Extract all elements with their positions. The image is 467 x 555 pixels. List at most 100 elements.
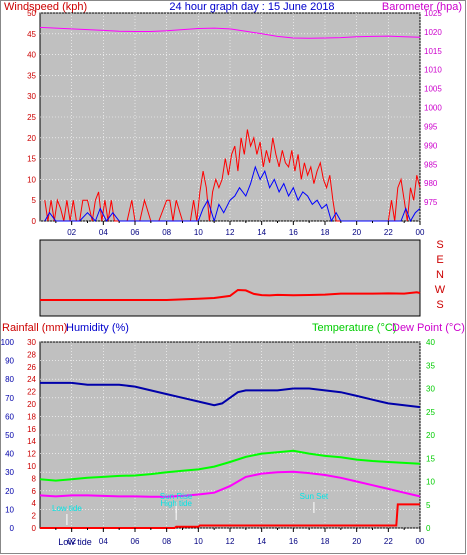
baro-tick-label: 985 <box>424 160 438 169</box>
baro-tick-label: 1025 <box>424 9 442 18</box>
rain-tick-label: 14 <box>27 437 36 446</box>
temp-x-tick-label: 00 <box>416 537 425 546</box>
temp-tick-label: 10 <box>426 478 435 487</box>
humidity-axis-title: Humidity (%) <box>66 322 129 334</box>
event-label: Low tide <box>52 504 82 513</box>
event-label: High tide <box>160 499 192 508</box>
temp-x-tick-label: 20 <box>352 537 361 546</box>
humidity-tick-label: 70 <box>5 394 14 403</box>
rain-tick-label: 24 <box>27 375 36 384</box>
wind-tick-label: 30 <box>27 92 36 101</box>
baro-tick-label: 975 <box>424 198 438 207</box>
humidity-tick-label: 50 <box>5 431 14 440</box>
direction-plot-area <box>39 239 421 317</box>
barometer-line <box>39 26 421 39</box>
rain-tick-label: 10 <box>27 462 36 471</box>
event-label: Sun Rise <box>160 492 193 501</box>
rain-tick-label: 20 <box>27 400 36 409</box>
humidity-line <box>40 381 421 409</box>
bottom-tide-label: Low tide <box>58 537 92 547</box>
temp-tick-label: 5 <box>426 501 431 510</box>
wind-tick-label: 5 <box>32 196 37 205</box>
temp-x-tick-label: 22 <box>384 537 393 546</box>
temp-x-tick-label: 02 <box>67 537 76 546</box>
wind-tick-label: 45 <box>27 30 36 39</box>
wind-x-tick-label: 16 <box>289 228 298 237</box>
chart-title: 24 hour graph day : 15 June 2018 <box>169 1 334 13</box>
rain-tick-label: 12 <box>27 450 36 459</box>
temp-x-tick-label: 04 <box>99 537 108 546</box>
rainfall-line <box>40 503 420 529</box>
humidity-tick-label: 90 <box>5 357 14 366</box>
wind-gust-line <box>44 129 421 222</box>
humidity-tick-label: 40 <box>5 450 14 459</box>
dewpoint-line <box>39 470 421 498</box>
baro-tick-label: 995 <box>424 122 438 131</box>
baro-tick-label: 1005 <box>424 85 442 94</box>
baro-tick-label: 1010 <box>424 66 442 75</box>
humidity-tick-label: 80 <box>5 375 14 384</box>
temp-x-tick-label: 14 <box>257 537 266 546</box>
rain-tick-label: 30 <box>27 338 36 347</box>
temp-tick-label: 40 <box>426 338 435 347</box>
temp-x-tick-label: 18 <box>321 537 330 546</box>
humidity-tick-label: 10 <box>5 505 14 514</box>
barometer-axis-title: Barometer (hpa) <box>382 1 462 13</box>
temp-x-tick-label: 12 <box>226 537 235 546</box>
humidity-tick-label: 20 <box>5 487 14 496</box>
temp-tick-label: 20 <box>426 431 435 440</box>
rain-tick-label: 0 <box>32 524 37 533</box>
temp-x-tick-label: 16 <box>289 537 298 546</box>
temp-tick-label: 25 <box>426 408 435 417</box>
wind-x-tick-label: 22 <box>384 228 393 237</box>
wind-tick-label: 10 <box>27 175 36 184</box>
baro-tick-label: 1020 <box>424 28 442 37</box>
wind-x-tick-label: 04 <box>99 228 108 237</box>
wind-tick-label: 15 <box>27 155 36 164</box>
rain-tick-label: 22 <box>27 388 36 397</box>
rainfall-axis-title: Rainfall (mm) <box>2 322 67 334</box>
baro-tick-label: 1000 <box>424 104 442 113</box>
wind-x-tick-label: 12 <box>226 228 235 237</box>
wind-x-tick-label: 18 <box>321 228 330 237</box>
wind-x-tick-label: 06 <box>131 228 140 237</box>
rain-tick-label: 6 <box>32 487 37 496</box>
temp-tick-label: 30 <box>426 385 435 394</box>
compass-label: S <box>436 239 443 251</box>
wind-x-tick-label: 08 <box>162 228 171 237</box>
wind-tick-label: 35 <box>27 71 36 80</box>
event-label: Sun Set <box>300 492 329 501</box>
rain-tick-label: 16 <box>27 425 36 434</box>
temp-tick-label: 0 <box>426 524 431 533</box>
rain-tick-label: 26 <box>27 363 36 372</box>
wind-x-tick-label: 20 <box>352 228 361 237</box>
compass-label: S <box>436 299 443 311</box>
wind-axis-title: Windspeed (kph) <box>4 1 87 13</box>
rain-tick-label: 4 <box>32 499 37 508</box>
wind-x-tick-label: 14 <box>257 228 266 237</box>
temperature-axis-title: Temperature (°C) <box>312 322 396 334</box>
rain-tick-label: 28 <box>27 350 36 359</box>
wind-tick-label: 40 <box>27 51 36 60</box>
rain-tick-label: 18 <box>27 412 36 421</box>
wind-x-tick-label: 00 <box>416 228 425 237</box>
humidity-tick-label: 100 <box>1 338 15 347</box>
temp-x-tick-label: 10 <box>194 537 203 546</box>
wind-average-line <box>44 165 421 223</box>
compass-label: E <box>436 254 443 266</box>
wind-direction-line <box>40 288 421 301</box>
rain-tick-label: 8 <box>32 474 37 483</box>
wind-x-tick-label: 02 <box>67 228 76 237</box>
temp-x-tick-label: 06 <box>131 537 140 546</box>
wind-tick-label: 20 <box>27 134 36 143</box>
temperature-line <box>39 449 421 482</box>
wind-tick-label: 25 <box>27 113 36 122</box>
temp-tick-label: 15 <box>426 454 435 463</box>
temp-x-tick-label: 08 <box>162 537 171 546</box>
baro-tick-label: 980 <box>424 179 438 188</box>
wind-x-tick-label: 10 <box>194 228 203 237</box>
wind-barometer-panel: 0510152025303540455097598098599099510001… <box>27 9 442 237</box>
